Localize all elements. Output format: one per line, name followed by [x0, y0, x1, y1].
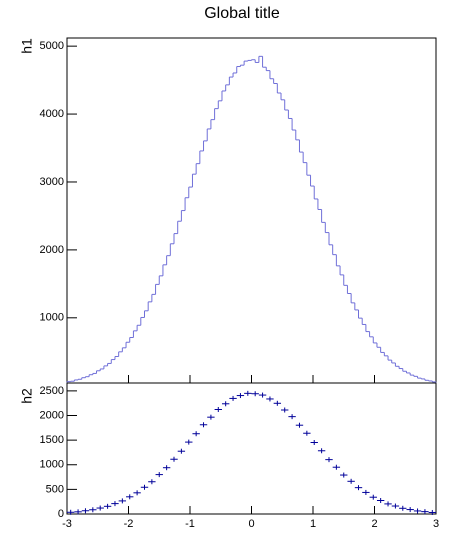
y-tick-label: 0 — [58, 508, 64, 520]
plot-frame — [66, 37, 437, 384]
y-tick-label: 5000 — [40, 40, 64, 52]
x-tick-label: 1 — [310, 518, 316, 530]
x-tick-label: 3 — [433, 518, 439, 530]
y-axis-label: h1 — [19, 38, 35, 54]
x-tick-label: -2 — [124, 518, 134, 530]
y-tick-label: 2500 — [40, 385, 64, 397]
x-tick-label: -3 — [62, 518, 72, 530]
y-tick-label: 4000 — [40, 108, 64, 120]
x-tick-label: 0 — [248, 518, 254, 530]
y-tick-label: 2000 — [40, 409, 64, 421]
y-tick-label: 3000 — [40, 176, 64, 188]
x-tick-label: -1 — [185, 518, 195, 530]
y-tick-label: 1000 — [40, 312, 64, 324]
y-tick-label: 1000 — [40, 459, 64, 471]
y-tick-label: 2000 — [40, 244, 64, 256]
y-axis-label: h2 — [19, 388, 35, 404]
global-title: Global title — [204, 5, 280, 22]
y-tick-label: 500 — [46, 483, 64, 495]
y-tick-label: 1500 — [40, 434, 64, 446]
plot-frame — [66, 382, 437, 515]
x-tick-label: 2 — [371, 518, 377, 530]
